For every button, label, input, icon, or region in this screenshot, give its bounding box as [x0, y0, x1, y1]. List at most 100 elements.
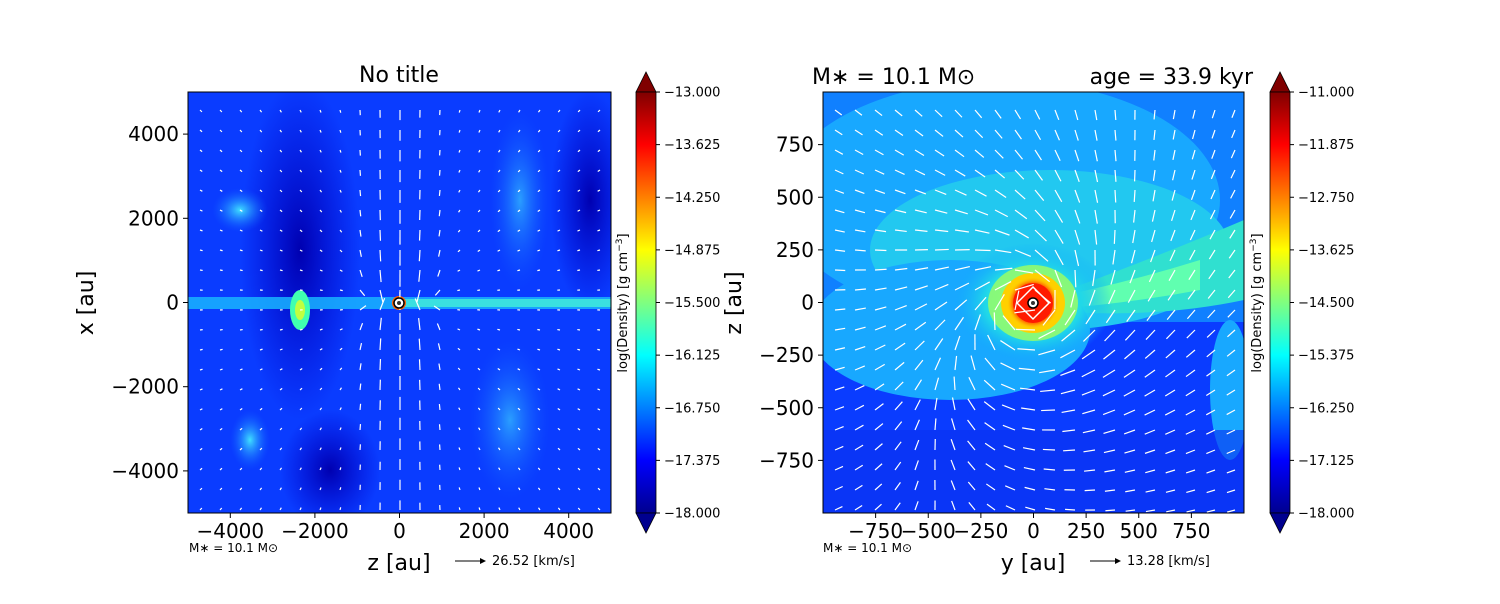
velocity-vector: [459, 110, 460, 113]
x-tick-label: 250: [1067, 519, 1105, 543]
velocity-vector: [1065, 509, 1075, 510]
velocity-vector: [340, 110, 341, 113]
velocity-vector: [200, 349, 203, 350]
y-tick-label: 0: [166, 291, 179, 315]
y-tick-label: −250: [759, 343, 814, 367]
velocity-vector: [260, 270, 263, 271]
velocity-vector: [419, 339, 420, 350]
velocity-vector: [240, 349, 243, 350]
velocity-vector: [220, 349, 223, 350]
colorbar-tick-label: −18.000: [1298, 507, 1354, 522]
velocity-vector: [419, 250, 420, 261]
y-tick-label: −2000: [111, 375, 179, 399]
velocity-vector: [557, 270, 560, 271]
colorbar-tick-label: −14.500: [1298, 296, 1354, 311]
velocity-vector: [1134, 190, 1135, 202]
velocity-vector: [360, 384, 361, 390]
velocity-vector: [537, 329, 540, 330]
left-reference-label: 26.52 [km/s]: [492, 554, 575, 569]
velocity-vector: [557, 250, 560, 251]
right-title-age: age = 33.9 kyr: [1090, 65, 1254, 90]
velocity-vector: [557, 349, 560, 350]
y-tick-label: 2000: [128, 206, 179, 230]
left-colorbar: [636, 72, 656, 533]
velocity-vector: [497, 270, 500, 271]
right-title-mass: M∗ = 10.1 M⊙: [812, 65, 975, 90]
velocity-vector: [439, 404, 440, 410]
velocity-vector: [340, 290, 343, 291]
velocity-vector: [439, 384, 440, 390]
velocity-vector: [459, 507, 460, 510]
velocity-vector: [1043, 449, 1055, 450]
velocity-vector: [994, 312, 995, 330]
velocity-vector: [380, 338, 381, 350]
velocity-vector: [439, 190, 440, 196]
x-tick-label: 2000: [459, 519, 510, 543]
velocity-vector: [340, 507, 341, 510]
velocity-vector: [340, 467, 341, 470]
y-tick-label: 750: [776, 133, 814, 157]
velocity-vector: [597, 349, 600, 350]
x-tick-label: 750: [1172, 519, 1210, 543]
x-tick-label: −500: [901, 519, 956, 543]
velocity-vector: [439, 210, 440, 216]
velocity-vector: [360, 404, 361, 410]
velocity-vector: [320, 329, 323, 330]
x-tick-label: −4000: [196, 519, 264, 543]
x-tick-label: −250: [953, 519, 1008, 543]
y-tick-label: 4000: [128, 122, 179, 146]
velocity-vector: [935, 249, 949, 250]
velocity-vector: [340, 487, 341, 490]
left-reference-arrow: [455, 558, 486, 564]
colorbar-tick-label: −13.625: [1298, 243, 1354, 258]
velocity-vector: [340, 130, 341, 133]
colorbar-tick-label: −15.500: [664, 296, 720, 311]
right-colorbar-ticks: −11.000−11.875−12.750−13.625−14.500−15.3…: [1290, 86, 1354, 522]
colorbar-tick-label: −16.125: [664, 349, 720, 364]
y-tick-label: 250: [776, 238, 814, 262]
velocity-vector: [200, 369, 203, 370]
y-tick-label: 0: [801, 291, 814, 315]
velocity-vector: [380, 250, 381, 261]
velocity-vector: [477, 329, 480, 330]
velocity-vector: [1115, 190, 1116, 203]
velocity-vector: [537, 270, 540, 271]
right-star-marker: [1028, 298, 1038, 308]
left-velocity-vectors: [200, 110, 600, 510]
right-ylabel: z [au]: [722, 271, 747, 334]
x-tick-label: 500: [1120, 519, 1158, 543]
colorbar-tick-label: −12.750: [1298, 191, 1354, 206]
colorbar-tick-label: −14.875: [664, 243, 720, 258]
velocity-vector: [577, 349, 580, 350]
right-colorbar-label: log(Density) [g cm−3]: [1249, 233, 1265, 372]
left-xlabel: z [au]: [367, 551, 430, 576]
velocity-vector: [1114, 230, 1115, 244]
velocity-vector: [1115, 110, 1116, 120]
y-tick-label: −750: [759, 448, 814, 472]
left-colorbar-ticks: −13.000−13.625−14.250−14.875−15.500−16.1…: [656, 86, 720, 522]
left-ylabel: x [au]: [74, 271, 99, 336]
right-xlabel: y [au]: [1001, 551, 1066, 576]
velocity-vector: [220, 250, 223, 251]
colorbar-tick-label: −17.375: [664, 454, 720, 469]
velocity-vector: [360, 210, 361, 216]
x-tick-label: 0: [393, 519, 406, 543]
left-colorbar-label: log(Density) [g cm−3]: [615, 233, 631, 372]
velocity-vector: [240, 250, 243, 251]
velocity-vector: [419, 359, 420, 370]
right-colorbar: [1270, 72, 1290, 533]
velocity-vector: [360, 190, 361, 196]
velocity-vector: [597, 250, 600, 251]
colorbar-tick-label: −11.000: [1298, 86, 1354, 101]
velocity-vector: [240, 270, 243, 271]
left-density-field: [188, 80, 630, 530]
right-footnote: M∗ = 10.1 M⊙: [823, 541, 912, 555]
velocity-vector: [260, 349, 263, 350]
velocity-vector: [1085, 490, 1095, 491]
velocity-vector: [517, 270, 520, 271]
velocity-vector: [1105, 510, 1115, 511]
colorbar-tick-label: −18.000: [664, 507, 720, 522]
